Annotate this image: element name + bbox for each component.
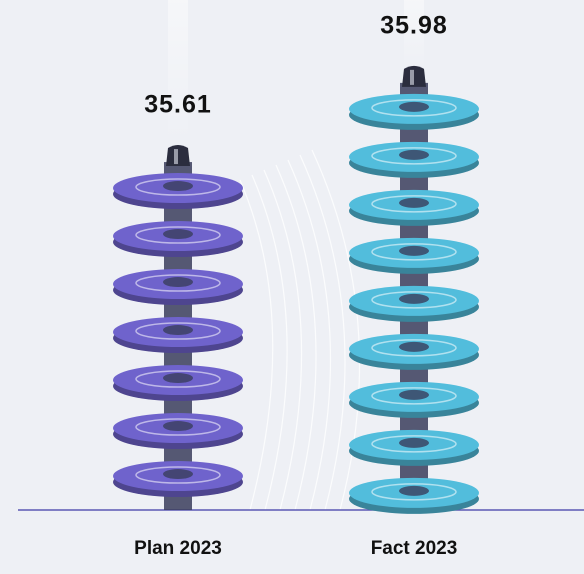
disc-core xyxy=(399,245,429,256)
disc-core xyxy=(399,485,429,496)
light-beam xyxy=(168,0,188,145)
value-label: 35.61 xyxy=(144,91,212,119)
disc-ring xyxy=(371,195,457,213)
insulator-bar xyxy=(349,65,479,514)
disc-core xyxy=(163,373,193,384)
disc-core xyxy=(163,325,193,336)
disc-ring xyxy=(371,483,457,501)
background-pattern xyxy=(239,149,361,511)
disc-core xyxy=(163,277,193,288)
disc-ring xyxy=(135,322,221,340)
disc-core xyxy=(163,181,193,192)
x-tick-label: Plan 2023 xyxy=(134,538,222,559)
disc-ring xyxy=(371,435,457,453)
disc-core xyxy=(399,341,429,352)
disc-core xyxy=(399,197,429,208)
disc-ring xyxy=(135,274,221,292)
cap-shine xyxy=(174,149,178,165)
disc-core xyxy=(399,293,429,304)
disc-ring xyxy=(371,291,457,309)
disc-ring xyxy=(371,339,457,357)
disc-core xyxy=(163,421,193,432)
disc-ring xyxy=(135,466,221,484)
light-beam xyxy=(404,0,424,70)
disc-ring xyxy=(371,147,457,165)
disc-core xyxy=(163,229,193,240)
disc-ring xyxy=(371,99,457,117)
disc-ring xyxy=(371,243,457,261)
disc-ring xyxy=(135,178,221,196)
disc-core xyxy=(399,389,429,400)
disc-core xyxy=(399,149,429,160)
disc-ring xyxy=(135,370,221,388)
disc-core xyxy=(399,101,429,112)
disc-core xyxy=(399,437,429,448)
disc-ring xyxy=(371,387,457,405)
disc-ring xyxy=(135,418,221,436)
disc-core xyxy=(163,469,193,480)
cap-shine xyxy=(410,69,414,85)
value-label: 35.98 xyxy=(380,11,448,39)
x-tick-label: Fact 2023 xyxy=(371,538,458,559)
insulator-bar xyxy=(113,145,243,510)
disc-ring xyxy=(135,226,221,244)
